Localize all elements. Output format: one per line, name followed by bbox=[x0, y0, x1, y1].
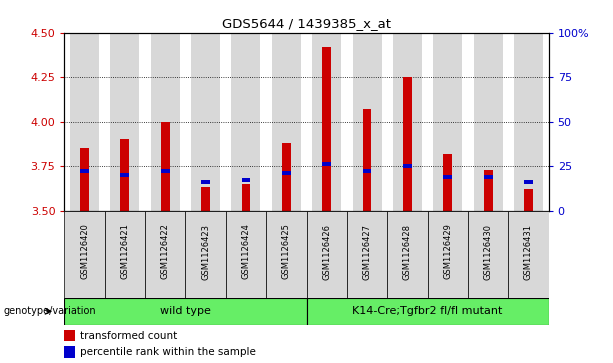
Text: GSM1126427: GSM1126427 bbox=[362, 224, 371, 280]
Bar bbox=[363, 170, 371, 174]
Text: GSM1126424: GSM1126424 bbox=[242, 224, 251, 280]
Bar bbox=[272, 33, 301, 211]
Bar bbox=[151, 33, 180, 211]
Bar bbox=[352, 33, 381, 211]
Bar bbox=[474, 33, 503, 211]
Bar bbox=[64, 298, 306, 325]
Bar bbox=[514, 33, 543, 211]
Bar bbox=[524, 189, 533, 211]
Bar bbox=[484, 170, 492, 211]
Text: transformed count: transformed count bbox=[80, 331, 178, 341]
Bar bbox=[80, 170, 89, 174]
Bar bbox=[468, 211, 508, 298]
Text: GSM1126422: GSM1126422 bbox=[161, 224, 170, 280]
Bar bbox=[64, 211, 105, 298]
Bar bbox=[443, 175, 452, 179]
Bar bbox=[64, 346, 75, 358]
Bar bbox=[282, 143, 291, 211]
Bar bbox=[232, 33, 261, 211]
Bar bbox=[226, 211, 266, 298]
Bar bbox=[266, 211, 306, 298]
Bar bbox=[363, 109, 371, 211]
Text: GSM1126430: GSM1126430 bbox=[484, 224, 493, 280]
Text: GSM1126431: GSM1126431 bbox=[524, 224, 533, 280]
Text: GSM1126425: GSM1126425 bbox=[282, 224, 291, 280]
Bar bbox=[161, 170, 170, 174]
Bar bbox=[433, 33, 462, 211]
Text: GSM1126420: GSM1126420 bbox=[80, 224, 89, 280]
Bar bbox=[508, 211, 549, 298]
Bar bbox=[322, 47, 331, 211]
Text: GSM1126428: GSM1126428 bbox=[403, 224, 412, 280]
Bar bbox=[201, 187, 210, 211]
Text: GSM1126426: GSM1126426 bbox=[322, 224, 331, 280]
Bar bbox=[322, 162, 331, 166]
Bar bbox=[242, 178, 250, 182]
Bar bbox=[306, 211, 347, 298]
Bar bbox=[347, 211, 387, 298]
Bar bbox=[191, 33, 220, 211]
Bar bbox=[185, 211, 226, 298]
Bar bbox=[484, 175, 492, 179]
Bar bbox=[242, 184, 250, 211]
Bar bbox=[282, 171, 291, 175]
Text: percentile rank within the sample: percentile rank within the sample bbox=[80, 347, 256, 357]
Bar bbox=[121, 173, 129, 177]
Bar bbox=[312, 33, 341, 211]
Bar bbox=[403, 164, 412, 168]
Text: wild type: wild type bbox=[160, 306, 211, 316]
Bar bbox=[80, 148, 89, 211]
Bar bbox=[393, 33, 422, 211]
Text: K14-Cre;Tgfbr2 fl/fl mutant: K14-Cre;Tgfbr2 fl/fl mutant bbox=[352, 306, 503, 316]
Text: GSM1126423: GSM1126423 bbox=[201, 224, 210, 280]
Bar bbox=[306, 298, 549, 325]
Bar bbox=[121, 139, 129, 211]
Bar bbox=[70, 33, 99, 211]
Bar bbox=[427, 211, 468, 298]
Title: GDS5644 / 1439385_x_at: GDS5644 / 1439385_x_at bbox=[222, 17, 391, 30]
Bar bbox=[387, 211, 428, 298]
Bar bbox=[201, 180, 210, 184]
Text: GSM1126429: GSM1126429 bbox=[443, 224, 452, 280]
Bar bbox=[105, 211, 145, 298]
Bar bbox=[524, 180, 533, 184]
Text: genotype/variation: genotype/variation bbox=[3, 306, 96, 316]
Bar bbox=[64, 330, 75, 341]
Bar bbox=[110, 33, 139, 211]
Bar bbox=[443, 154, 452, 211]
Bar bbox=[403, 77, 412, 211]
Bar bbox=[145, 211, 185, 298]
Bar bbox=[161, 122, 170, 211]
Text: GSM1126421: GSM1126421 bbox=[120, 224, 129, 280]
